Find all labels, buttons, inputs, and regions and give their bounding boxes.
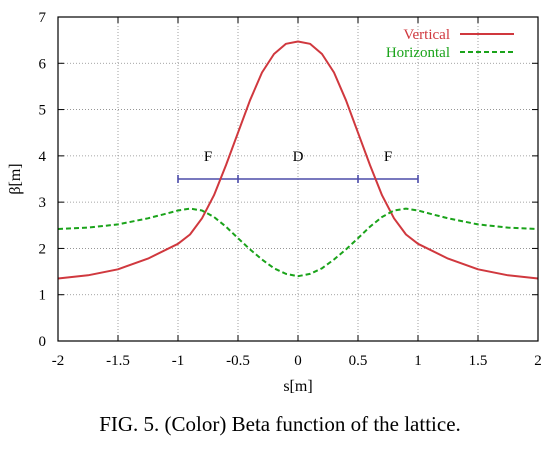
legend-label: Horizontal [386,45,450,61]
beta-function-chart: F D F -2 -1.5 -1 -0.5 0 0.5 1 1.5 2 0 1 2 3 4 5 6 7 Vertic… [7,10,542,395]
legend: Vertical Horizontal [386,27,514,61]
y-tick-label: 7 [39,10,47,26]
lattice-segment-label: D [293,149,304,165]
y-tick-label: 5 [39,103,47,119]
x-axis-label: s[m] [283,378,312,395]
axis-ticks: -2 -1.5 -1 -0.5 0 0.5 1 1.5 2 0 1 2 3 4 5 6 7 [39,10,542,369]
x-tick-label: -1.5 [106,353,130,369]
y-tick-label: 1 [39,288,47,304]
series-line-vertical [57,40,539,280]
x-tick-label: 2 [534,353,542,369]
y-tick-label: 4 [39,149,47,165]
x-tick-label: -2 [52,353,65,369]
x-tick-label: 0.5 [349,353,368,369]
x-tick-label: -1 [172,353,185,369]
y-tick-label: 3 [39,195,47,211]
x-tick-label: 1.5 [469,353,488,369]
y-tick-label: 0 [39,334,47,350]
x-tick-label: 0 [294,353,302,369]
y-tick-label: 2 [39,241,47,257]
y-axis-label: β[m] [7,163,24,194]
series-line-horizontal [57,207,539,278]
lattice-segment-label: F [384,149,392,165]
x-tick-label: 1 [414,353,422,369]
x-tick-label: -0.5 [226,353,250,369]
figure-caption: FIG. 5. (Color) Beta function of the lat… [99,412,461,436]
y-tick-label: 6 [39,56,47,72]
series-lines [57,40,539,280]
lattice-segment-label: F [204,149,212,165]
legend-label: Vertical [403,27,450,43]
